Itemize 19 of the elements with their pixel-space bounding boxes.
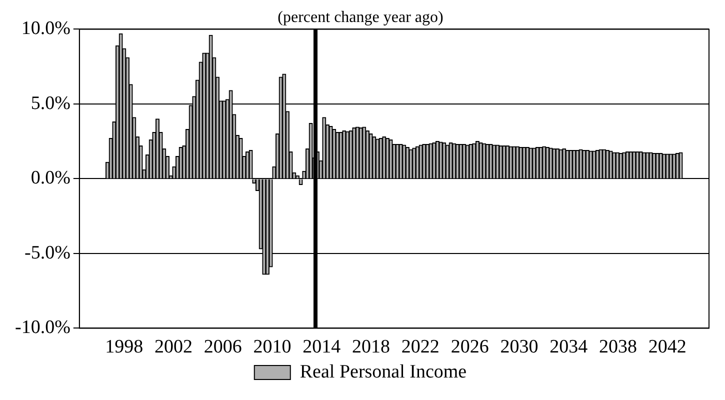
x-tick-label: 2010 (253, 336, 292, 358)
y-tick-label: -5.0% (24, 242, 71, 264)
y-tick-label: 0.0% (30, 168, 71, 189)
x-tick-label: 2038 (598, 336, 637, 358)
x-tick-label: 2026 (450, 336, 489, 358)
x-tick-label: 2034 (550, 336, 588, 358)
x-tick-label: 2002 (154, 336, 193, 358)
y-tick-label: 10.0% (21, 18, 71, 40)
x-tick-label: 2042 (648, 336, 686, 358)
x-tick-label: 2006 (204, 336, 242, 358)
y-tick-label: -10.0% (15, 317, 71, 338)
x-tick-label: 2030 (500, 336, 538, 358)
legend-label: Real Personal Income (300, 361, 467, 382)
y-tick-label: 5.0% (30, 92, 71, 114)
chart-subtitle: (percent change year ago) (278, 8, 444, 26)
x-tick-label: 2018 (352, 336, 390, 358)
x-tick-label: 1998 (105, 336, 144, 358)
x-tick-label: 2014 (302, 336, 342, 358)
x-tick-label: 2022 (401, 336, 440, 358)
